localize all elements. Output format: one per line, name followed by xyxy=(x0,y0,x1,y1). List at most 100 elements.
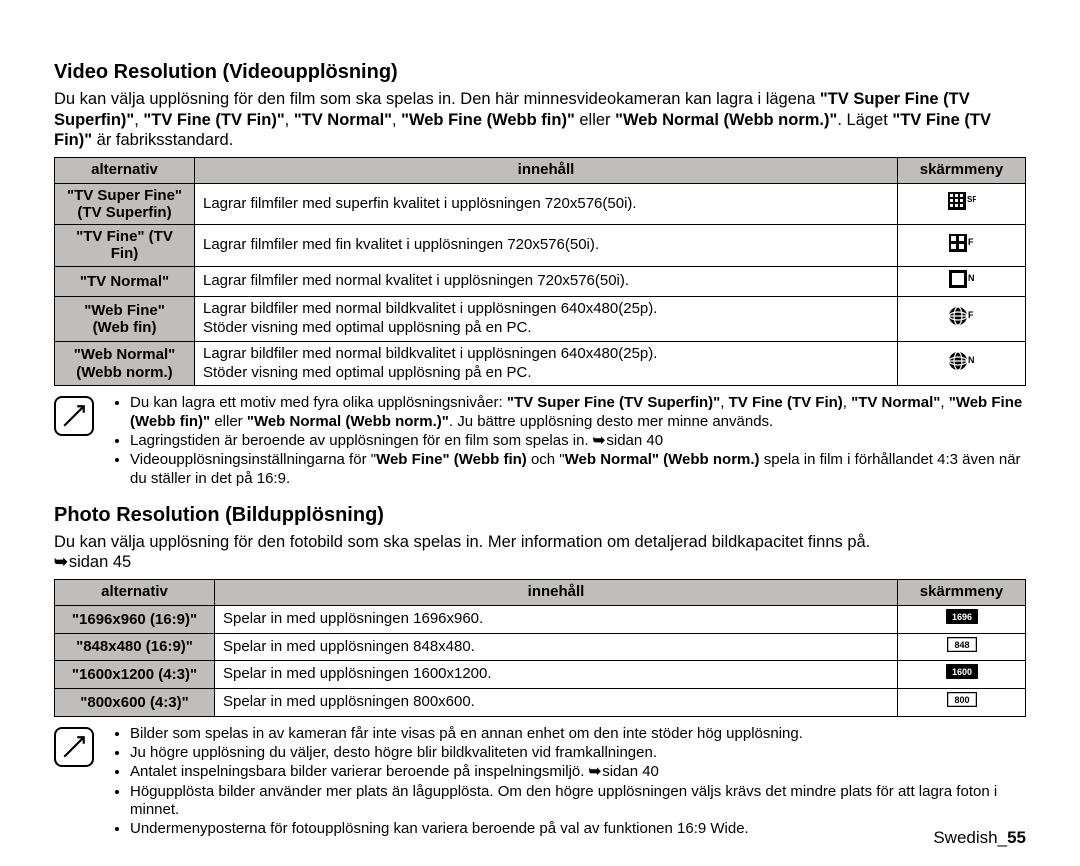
cell-desc: Spelar in med upplösningen 800x600. xyxy=(215,689,898,717)
t: . Ju bättre upplösning desto mer minne a… xyxy=(449,413,773,430)
page-ref-icon xyxy=(593,432,607,449)
video-res-notes: Du kan lagra ett motiv med fyra olika up… xyxy=(54,394,1026,488)
t: Web Fine" (Webb fin) xyxy=(376,451,527,468)
t: eller xyxy=(575,111,615,129)
cell-desc: Lagrar bildfiler med normal bildkvalitet… xyxy=(195,297,898,342)
svg-text:N: N xyxy=(968,355,975,365)
table-header-row: alternativ innehåll skärmmeny xyxy=(55,157,1026,183)
th-content: innehåll xyxy=(215,580,898,606)
t: Web Normal" (Webb norm.) xyxy=(565,451,760,468)
cell-icon: F xyxy=(898,297,1026,342)
cell-opt: "1696x960 (16:9)" xyxy=(55,605,215,633)
t: "TV Normal" xyxy=(294,111,392,129)
t: "TV Super Fine" (TV Superfin) xyxy=(67,187,182,221)
cell-opt: "848x480 (16:9)" xyxy=(55,633,215,661)
svg-text:F: F xyxy=(968,237,974,247)
cell-desc: Lagrar bildfiler med normal bildkvalitet… xyxy=(195,341,898,386)
cell-desc: Spelar in med upplösningen 1600x1200. xyxy=(215,661,898,689)
svg-text:F: F xyxy=(968,310,974,320)
note-list: Du kan lagra ett motiv med fyra olika up… xyxy=(108,394,1026,488)
note-icon xyxy=(54,727,94,767)
page-ref-icon xyxy=(589,763,603,780)
svg-text:848: 848 xyxy=(954,640,969,650)
svg-text:1696: 1696 xyxy=(951,612,971,622)
t: Du kan lagra ett motiv med fyra olika up… xyxy=(130,394,507,411)
cell-desc: Lagrar filmfiler med superfin kvalitet i… xyxy=(195,183,898,225)
photo-res-table: alternativ innehåll skärmmeny "1696x960 … xyxy=(54,579,1026,717)
note-item: Videoupplösningsinställningarna för "Web… xyxy=(130,451,1026,488)
svg-text:800: 800 xyxy=(954,695,969,705)
photo-res-intro: Du kan välja upplösning för den fotobild… xyxy=(54,532,1026,573)
cell-icon: SF xyxy=(898,183,1026,225)
th-display: skärmmeny xyxy=(898,157,1026,183)
t: "Web Normal" (Webb norm.) xyxy=(74,346,175,380)
t: Videoupplösningsinställningarna för " xyxy=(130,451,376,468)
t: , xyxy=(392,111,401,129)
t: och " xyxy=(527,451,565,468)
t: , xyxy=(720,394,728,411)
t: _ xyxy=(998,828,1007,847)
cell-desc: Lagrar filmfiler med normal kvalitet i u… xyxy=(195,266,898,297)
note-item: Du kan lagra ett motiv med fyra olika up… xyxy=(130,394,1026,431)
th-display: skärmmeny xyxy=(898,580,1026,606)
t: Lagringstiden är beroende av upplösninge… xyxy=(130,432,593,449)
t: , xyxy=(285,111,294,129)
t: Lagrar bildfiler med normal bildkvalitet… xyxy=(203,345,657,381)
cell-opt: "Web Fine" (Web fin) xyxy=(55,297,195,342)
note-list: Bilder som spelas in av kameran får inte… xyxy=(108,725,1026,840)
video-res-table: alternativ innehåll skärmmeny "TV Super … xyxy=(54,157,1026,387)
t: TV Fine (TV Fin) xyxy=(729,394,843,411)
cell-icon: 800 xyxy=(898,689,1026,717)
t: "Web Normal (Webb norm.)" xyxy=(615,111,837,129)
cell-icon: 848 xyxy=(898,633,1026,661)
t: sidan 45 xyxy=(69,553,131,571)
t: sidan 40 xyxy=(602,763,659,780)
note-item: Ju högre upplösning du väljer, desto hög… xyxy=(130,744,1026,762)
t: sidan 40 xyxy=(606,432,663,449)
t: "TV Fine (TV Fin)" xyxy=(143,111,284,129)
photo-res-notes: Bilder som spelas in av kameran får inte… xyxy=(54,725,1026,840)
quality-icon: N xyxy=(948,351,976,377)
t: Antalet inspelningsbara bilder varierar … xyxy=(130,763,589,780)
res-badge-icon: 800 xyxy=(947,692,977,713)
cell-icon: F xyxy=(898,225,1026,267)
th-option: alternativ xyxy=(55,580,215,606)
table-row: "TV Fine" (TV Fin) Lagrar filmfiler med … xyxy=(55,225,1026,267)
t: , xyxy=(843,394,851,411)
t: Lagrar bildfiler med normal bildkvalitet… xyxy=(203,300,657,336)
t: Du kan välja upplösning för den fotobild… xyxy=(54,533,870,551)
t: är fabriksstandard. xyxy=(92,131,233,149)
t: , xyxy=(940,394,948,411)
footer-page: 55 xyxy=(1007,828,1026,847)
cell-opt: "800x600 (4:3)" xyxy=(55,689,215,717)
cell-desc: Spelar in med upplösningen 848x480. xyxy=(215,633,898,661)
table-row: "800x600 (4:3)" Spelar in med upplösning… xyxy=(55,689,1026,717)
t: . Läget xyxy=(837,111,892,129)
t: "TV Super Fine (TV Superfin)" xyxy=(507,394,720,411)
note-item: Bilder som spelas in av kameran får inte… xyxy=(130,725,1026,743)
svg-text:SF: SF xyxy=(967,195,976,204)
video-res-heading: Video Resolution (Videoupplösning) xyxy=(54,60,1026,85)
svg-text:1600: 1600 xyxy=(951,667,971,677)
quality-icon: F xyxy=(949,234,975,258)
res-badge-icon: 1696 xyxy=(946,609,978,630)
cell-icon: N xyxy=(898,266,1026,297)
t: eller xyxy=(210,413,247,430)
cell-desc: Lagrar filmfiler med fin kvalitet i uppl… xyxy=(195,225,898,267)
cell-opt: "Web Normal" (Webb norm.) xyxy=(55,341,195,386)
t: "TV Normal" xyxy=(851,394,940,411)
footer-lang: Swedish xyxy=(933,828,997,847)
table-row: "Web Normal" (Webb norm.) Lagrar bildfil… xyxy=(55,341,1026,386)
table-row: "1600x1200 (4:3)" Spelar in med upplösni… xyxy=(55,661,1026,689)
note-item: Högupplösta bilder använder mer plats än… xyxy=(130,783,1026,820)
note-item: Antalet inspelningsbara bilder varierar … xyxy=(130,763,1026,781)
quality-icon: F xyxy=(948,306,976,332)
cell-icon: N xyxy=(898,341,1026,386)
t: Du kan välja upplösning för den film som… xyxy=(54,90,820,108)
page-footer: Swedish_55 xyxy=(933,827,1026,848)
table-row: "TV Normal" Lagrar filmfiler med normal … xyxy=(55,266,1026,297)
cell-desc: Spelar in med upplösningen 1696x960. xyxy=(215,605,898,633)
cell-icon: 1696 xyxy=(898,605,1026,633)
table-row: "Web Fine" (Web fin) Lagrar bildfiler me… xyxy=(55,297,1026,342)
video-res-intro: Du kan välja upplösning för den film som… xyxy=(54,89,1026,151)
